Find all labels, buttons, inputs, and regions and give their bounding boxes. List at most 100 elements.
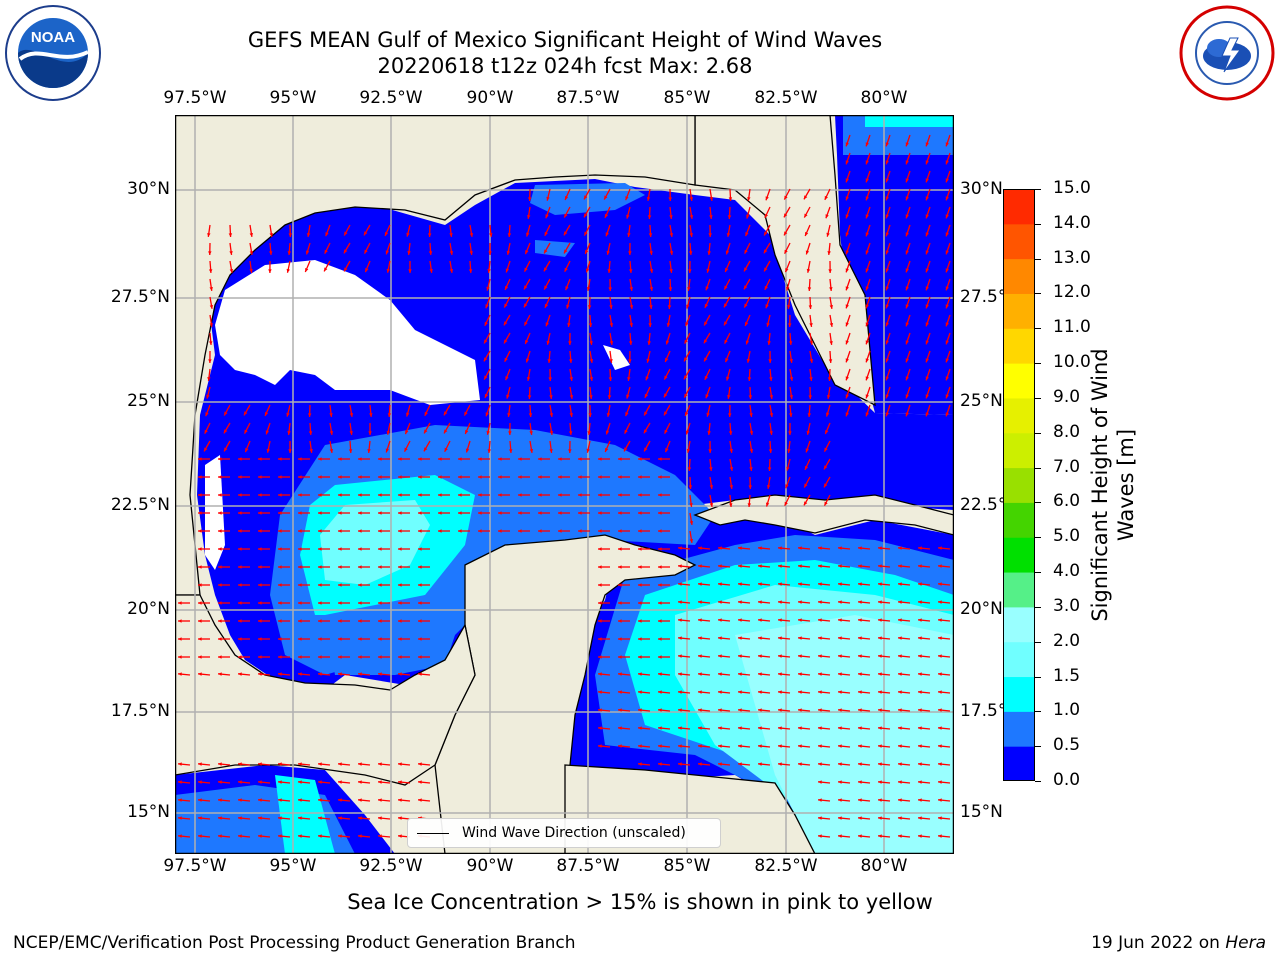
wave-arrow — [709, 188, 714, 201]
wave-arrow — [817, 798, 831, 802]
wave-arrow — [945, 404, 951, 417]
wave-arrow — [786, 458, 791, 471]
wave-arrow — [917, 600, 931, 604]
wave-arrow — [783, 206, 791, 218]
wave-arrow — [657, 690, 671, 694]
wave-arrow — [657, 744, 671, 748]
wave-arrow — [278, 565, 290, 569]
wave-arrow — [258, 511, 270, 515]
wave-arrow — [925, 296, 931, 309]
wave-arrow — [917, 708, 931, 712]
colorbar-tick-mark — [1035, 363, 1041, 365]
wave-arrow — [658, 601, 670, 605]
wave-arrow — [357, 798, 371, 802]
wave-arrow — [278, 619, 290, 623]
colorbar-tick-mark — [1035, 467, 1041, 469]
wave-arrow — [297, 798, 311, 802]
wave-arrow — [403, 440, 411, 452]
wave-arrow — [385, 242, 391, 255]
wave-arrow — [278, 601, 290, 605]
wave-arrow — [823, 494, 831, 506]
wave-arrow — [717, 708, 731, 712]
wave-arrow — [717, 762, 731, 766]
wave-arrow — [657, 762, 671, 766]
lon-label-bottom: 92.5°W — [359, 856, 423, 876]
wave-arrow — [378, 547, 390, 551]
wave-arrow — [764, 278, 771, 291]
wave-arrow — [524, 332, 531, 345]
wave-arrow — [763, 224, 771, 236]
wave-arrow — [726, 224, 731, 237]
colorbar-tick-mark — [1035, 641, 1041, 643]
wave-arrow — [348, 440, 353, 454]
wave-arrow — [658, 637, 670, 641]
colorbar-tick-mark — [1035, 397, 1041, 399]
wave-arrow — [737, 564, 751, 568]
wave-arrow — [704, 296, 711, 309]
wave-arrow — [658, 529, 670, 533]
colorbar-tick-mark — [1035, 189, 1041, 190]
wave-arrow — [305, 242, 311, 255]
wave-arrow — [663, 404, 671, 416]
wave-arrow — [268, 260, 272, 274]
wave-arrow — [717, 690, 731, 694]
wave-arrow — [258, 475, 270, 479]
wave-arrow — [548, 368, 552, 382]
wave-arrow — [945, 206, 951, 219]
wave-arrow — [565, 278, 571, 291]
wave-arrow — [418, 655, 430, 659]
wave-arrow — [837, 780, 851, 784]
wave-arrow — [917, 780, 931, 784]
wave-arrow — [277, 672, 291, 676]
wave-arrow — [877, 546, 891, 550]
wave-arrow — [229, 242, 233, 255]
lon-label-bottom: 80°W — [860, 856, 908, 876]
wave-arrow — [677, 654, 691, 658]
wave-arrow — [307, 404, 312, 418]
wave-arrow — [638, 637, 650, 641]
lon-label-bottom: 85°W — [663, 856, 711, 876]
colorbar-tick-label: 2.0 — [1053, 630, 1081, 651]
wave-arrow — [945, 170, 951, 183]
wave-arrow — [845, 188, 851, 201]
wave-arrow — [337, 762, 351, 766]
wave-arrow — [837, 618, 851, 622]
wave-arrow — [747, 188, 751, 201]
colorbar-tick-label: 13.0 — [1053, 247, 1091, 268]
wave-arrow — [937, 618, 951, 622]
wave-arrow — [566, 296, 571, 309]
wave-arrow — [237, 780, 251, 784]
wave-arrow — [937, 582, 951, 586]
wave-arrow — [905, 224, 911, 237]
wave-arrow — [717, 546, 731, 550]
wave-arrow — [697, 672, 711, 676]
colorbar-swatch — [1003, 467, 1035, 503]
wave-arrow — [505, 260, 511, 273]
colorbar-tick-mark — [1035, 293, 1041, 295]
wave-direction-arrows — [177, 134, 951, 838]
wave-arrow — [418, 457, 430, 461]
wave-arrow — [486, 422, 491, 435]
wave-arrow — [777, 690, 791, 694]
no-data-shelf — [215, 260, 480, 405]
wave-arrow — [768, 440, 773, 454]
wave-arrow — [757, 708, 771, 712]
wave-arrow — [518, 493, 530, 497]
wave-arrow — [638, 529, 650, 533]
wave-arrow — [777, 564, 791, 568]
wave-arrow — [917, 690, 931, 694]
wave-arrow — [845, 386, 851, 399]
wave-arrow — [298, 475, 310, 479]
wave-arrow — [626, 386, 631, 399]
wave-arrow — [278, 475, 290, 479]
wave-arrow — [885, 188, 891, 201]
wave-arrow — [598, 619, 610, 623]
wave-arrow — [865, 314, 871, 327]
wave-arrow — [337, 798, 351, 802]
wave-arrow — [258, 601, 270, 605]
wave-arrow — [877, 762, 891, 766]
wave-arrow — [498, 493, 510, 497]
wave-arrow — [607, 386, 612, 400]
wave-arrow — [837, 816, 851, 820]
wave-arrow — [529, 422, 533, 435]
